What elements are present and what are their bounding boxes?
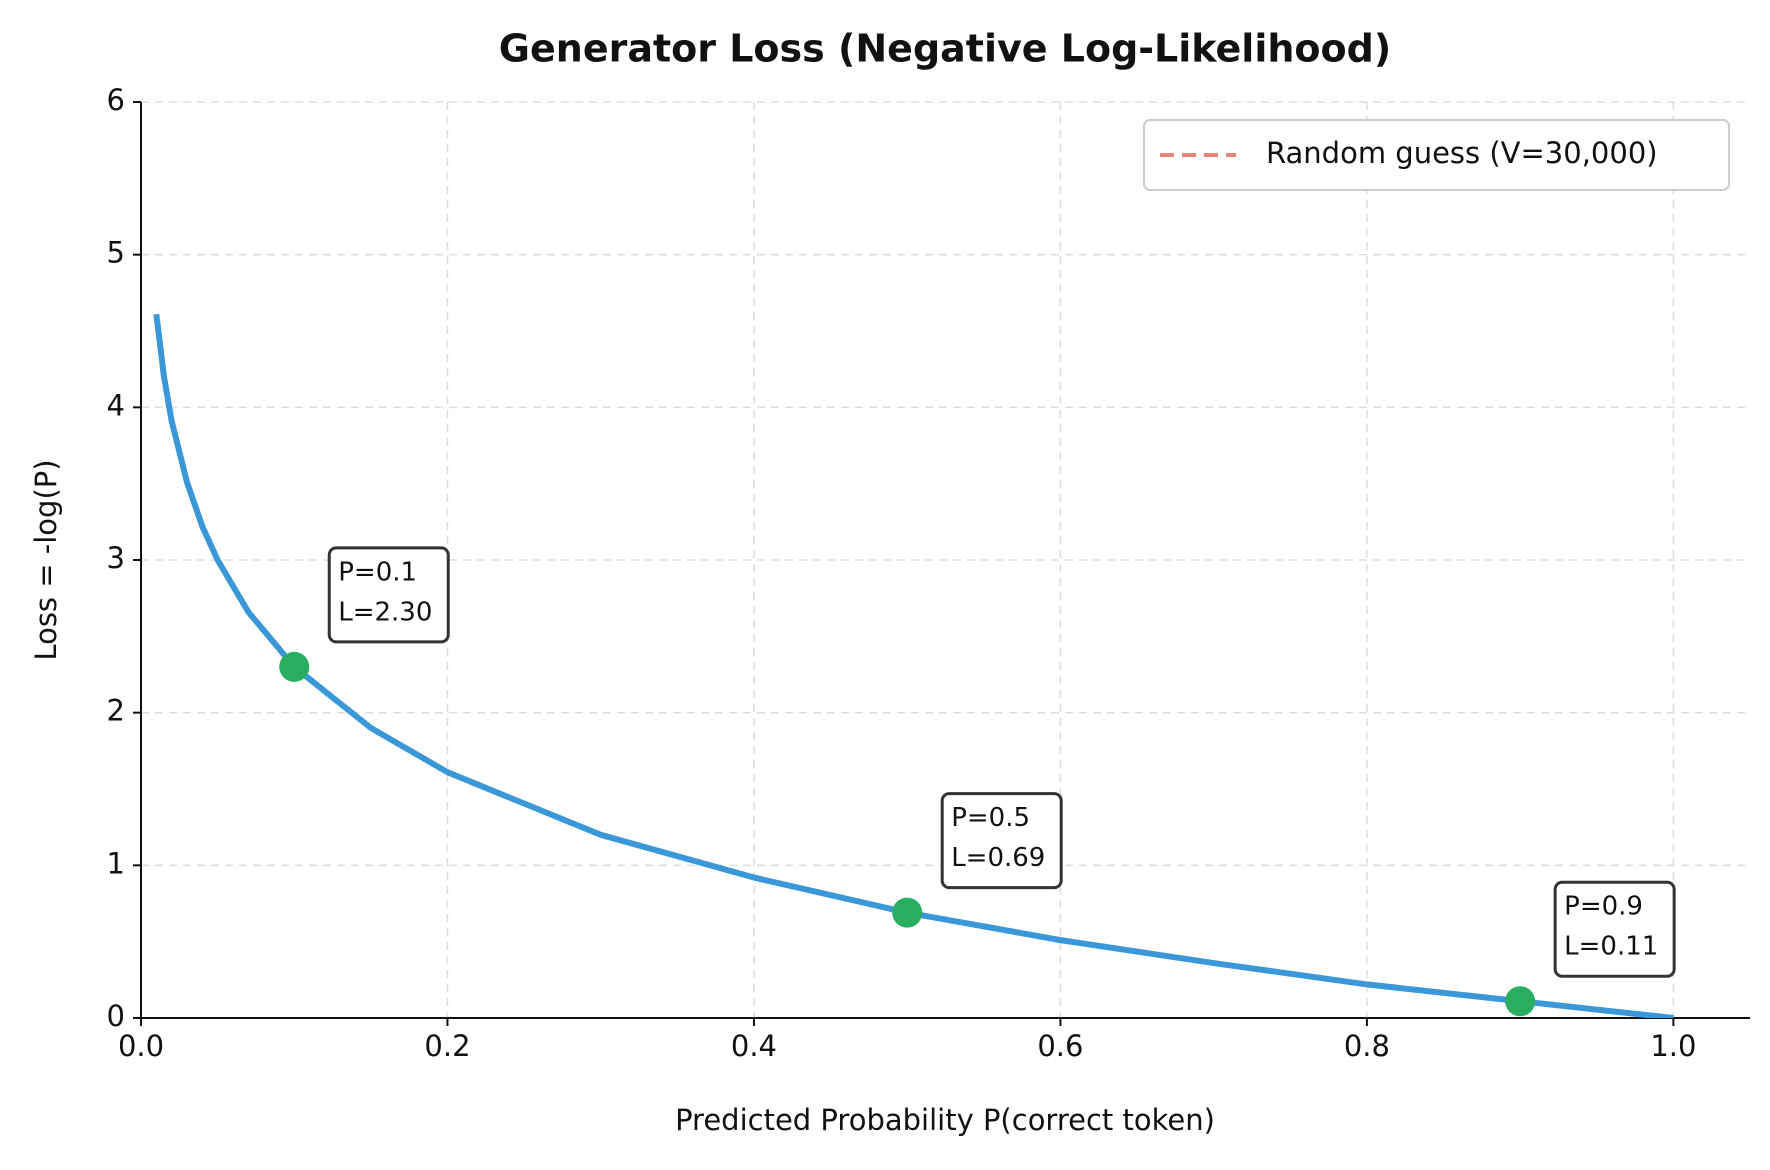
x-tick-label: 1.0 <box>1650 1029 1696 1063</box>
y-tick-label: 0 <box>107 999 125 1033</box>
y-tick-label: 6 <box>107 83 125 117</box>
annotation-box <box>940 792 1063 890</box>
point <box>1505 986 1536 1017</box>
x-axis-label: Predicted Probability P(correct token) <box>675 1103 1215 1137</box>
y-tick-label: 1 <box>107 846 125 880</box>
x-tick-label: 0.2 <box>424 1029 470 1063</box>
annotation-box <box>327 546 450 644</box>
x-tick-label: 0.0 <box>118 1029 164 1063</box>
annotation-text: P=0.9 <box>1564 892 1643 922</box>
annotation-text: L=0.69 <box>951 843 1045 873</box>
annotation-text: L=0.11 <box>1564 932 1658 962</box>
loss-curve <box>153 313 1674 1018</box>
x-tick-label: 0.8 <box>1344 1029 1390 1063</box>
x-tick-label: 0.4 <box>731 1029 777 1063</box>
legend-label: Random guess (V=30,000) <box>1266 136 1658 170</box>
annotation-text: P=0.1 <box>338 557 417 587</box>
point <box>279 651 310 682</box>
annotation-text: L=2.30 <box>338 597 432 627</box>
chart-title: Generator Loss (Negative Log-Likelihood) <box>499 27 1391 71</box>
y-tick-label: 5 <box>107 236 125 270</box>
y-tick-label: 3 <box>107 541 125 575</box>
y-tick-label: 2 <box>107 694 125 728</box>
annotation-text: P=0.5 <box>951 803 1030 833</box>
y-axis-label: Loss = -log(P) <box>29 459 63 660</box>
x-tick-label: 0.6 <box>1037 1029 1083 1063</box>
point <box>892 897 923 928</box>
annotation-box <box>1553 880 1676 978</box>
plot-area <box>153 313 1674 1018</box>
y-tick-label: 4 <box>107 388 125 422</box>
legend-box <box>1143 119 1730 191</box>
